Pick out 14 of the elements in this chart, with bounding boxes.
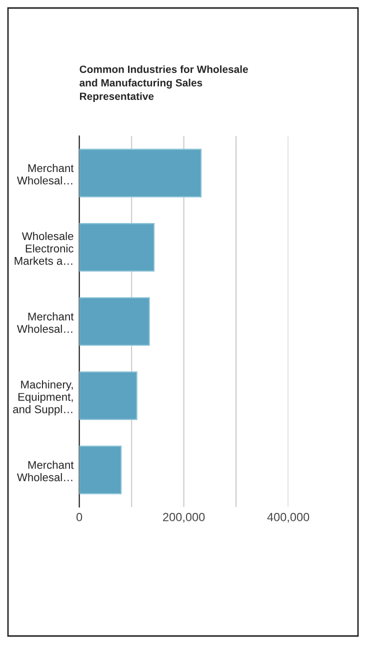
x-tick-label: 0	[76, 512, 82, 522]
chart-title: Common Industries for Wholesale and Manufacturing Sales Representative	[80, 65, 248, 102]
y-tick-label: Wholesale Electronic Markets a…	[14, 232, 74, 265]
x-tick-label: 400,000	[267, 512, 310, 523]
y-tick-label: Machinery, Equipment, and Suppl…	[13, 380, 73, 416]
bar	[79, 148, 202, 198]
bar	[79, 371, 138, 420]
y-tick-label: Merchant Wholesal…	[16, 460, 74, 482]
bar	[79, 223, 155, 272]
bar	[79, 446, 122, 494]
y-tick-label: Merchant Wholesal…	[16, 164, 74, 184]
bar	[79, 297, 150, 346]
y-tick-label: Merchant Wholesal…	[16, 312, 74, 333]
x-tick-label: 200,000	[163, 512, 205, 523]
